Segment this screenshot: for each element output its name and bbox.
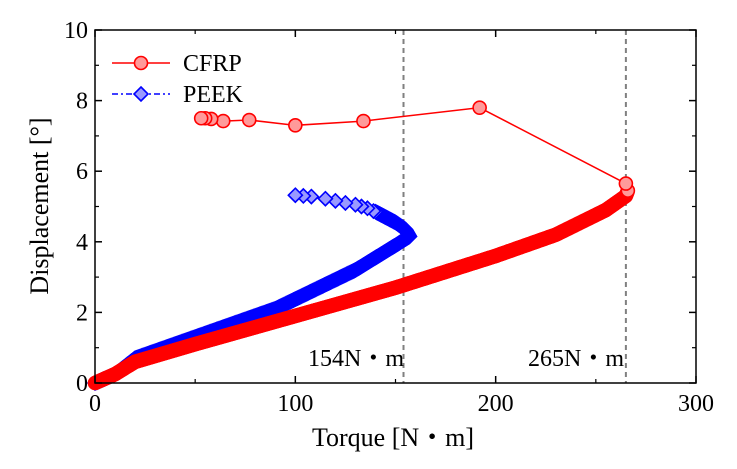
legend-label-peek: PEEK bbox=[183, 82, 244, 108]
tick-group: 0 100 200 300 0 2 4 6 8 10 bbox=[64, 18, 714, 417]
cfrp-data-point bbox=[193, 110, 209, 126]
vline-label-265: 265N・m bbox=[528, 346, 624, 372]
peek-data-point bbox=[287, 187, 304, 204]
x-tick-label: 200 bbox=[478, 391, 514, 417]
cfrp-data-point bbox=[288, 118, 303, 133]
vline-label-154: 154N・m bbox=[308, 346, 404, 372]
y-tick-label: 10 bbox=[64, 18, 88, 44]
legend: CFRP PEEK bbox=[112, 51, 244, 108]
legend-marker-cfrp bbox=[133, 55, 149, 71]
y-tick-label: 8 bbox=[76, 89, 88, 115]
legend-label-cfrp: CFRP bbox=[183, 51, 242, 77]
y-tick-label: 2 bbox=[76, 300, 88, 326]
x-tick-label: 100 bbox=[277, 391, 313, 417]
legend-marker-peek bbox=[132, 85, 150, 103]
cfrp-data-point bbox=[618, 176, 634, 191]
cfrp-series-line bbox=[201, 106, 629, 191]
cfrp-data-point bbox=[215, 113, 231, 129]
x-tick-label: 0 bbox=[89, 391, 101, 417]
cfrp-data-point bbox=[241, 112, 257, 128]
y-tick-label: 0 bbox=[76, 371, 88, 397]
cfrp-data-point bbox=[356, 113, 371, 129]
y-tick-label: 6 bbox=[76, 159, 88, 185]
y-tick-label: 4 bbox=[76, 230, 88, 256]
x-tick-label: 300 bbox=[678, 391, 714, 417]
x-axis-title: Torque [N・m] bbox=[312, 423, 474, 452]
plot-content bbox=[86, 30, 636, 392]
peek-data-point bbox=[317, 190, 334, 207]
cfrp-data-point bbox=[472, 100, 487, 115]
y-axis-title: Displacement [°] bbox=[25, 117, 54, 294]
